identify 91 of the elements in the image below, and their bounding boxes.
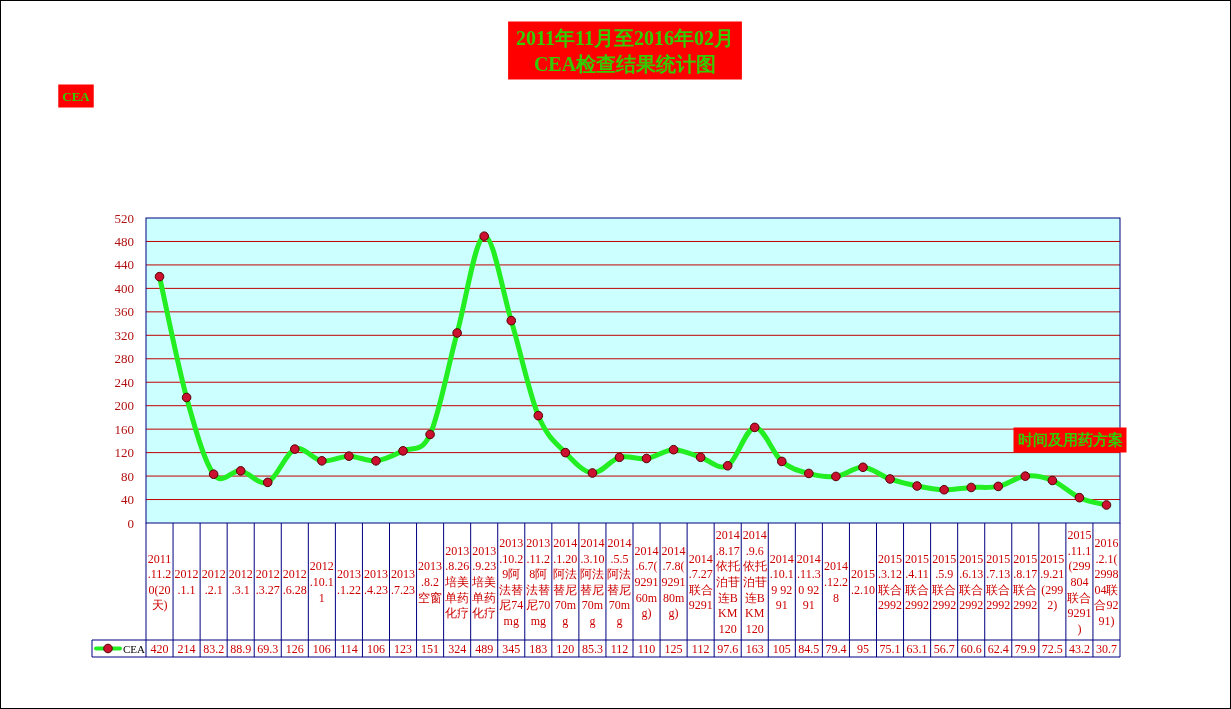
x-tick-label: 2014.10.19 9291: [769, 551, 794, 613]
y-tick-label: 160: [114, 421, 134, 437]
data-label: 214: [177, 641, 196, 656]
x-tick-label: 2014.5.5阿法替尼70mg: [607, 536, 632, 628]
x-tick-label: 2012.1.1: [174, 567, 199, 597]
x-axis-title: 时间及用药方案: [1017, 431, 1123, 448]
data-label: 63.1: [906, 641, 928, 656]
x-tick-label: 2012.6.28: [282, 567, 307, 597]
data-label: 345: [502, 641, 521, 656]
y-tick-label: 120: [114, 445, 134, 461]
x-tick-label: 2013.11.28阿法替尼70mg: [526, 536, 551, 628]
x-tick-label: 2012.3.1: [228, 567, 253, 597]
x-tick-label: 2014.9.6依托泊苷连BKM120: [742, 528, 767, 636]
chart-title: 2011年11月至2016年02月: [516, 26, 734, 49]
y-tick-label: 320: [114, 327, 134, 343]
data-label: 106: [366, 641, 385, 656]
data-label: 489: [475, 641, 494, 656]
x-tick-label: 2015.8.17联合2992: [1013, 551, 1038, 613]
data-label: 75.1: [879, 641, 901, 656]
x-tick-label: 2014.11.30 9291: [796, 551, 821, 613]
x-tick-label: 2011.11.20(20天): [147, 551, 172, 613]
data-label: 84.5: [798, 641, 820, 656]
y-tick-label: 360: [114, 304, 134, 320]
y-tick-label: 400: [114, 280, 134, 296]
data-label: 114: [340, 641, 358, 656]
x-tick-label: 2015.6.13联合2992: [959, 551, 984, 613]
data-label: 43.2: [1068, 641, 1090, 656]
x-tick-label: 2013.8.2空窗: [418, 559, 443, 605]
y-tick-label: 280: [114, 351, 134, 367]
y-tick-label: 0: [127, 515, 134, 531]
data-label: 151: [421, 641, 440, 656]
data-label: 97.6: [717, 641, 739, 656]
x-tick-label: 2014.7.8(9291 80mg): [661, 543, 686, 621]
legend-label: CEA: [123, 642, 146, 655]
x-tick-label: 2014.7.27联合9291: [688, 551, 713, 613]
data-label: 62.4: [987, 641, 1009, 656]
x-tick-label: 2013.8.26培美单药化疗: [444, 543, 470, 621]
data-label: 83.2: [203, 641, 225, 656]
data-label: 88.9: [230, 641, 252, 656]
x-tick-label: 2015.11.1(299804联合9291): [1067, 528, 1092, 636]
x-tick-label: 2014.12.28: [823, 559, 848, 605]
x-tick-label: 2013.7.23: [391, 567, 416, 597]
x-tick-label: 2015.9.21(2992): [1040, 551, 1065, 613]
data-label: 125: [664, 641, 683, 656]
x-tick-label: 2015.2.10: [850, 567, 875, 597]
x-tick-label: 2014.8.17依托泊苷连BKM120: [715, 528, 740, 636]
data-label: 163: [745, 641, 764, 656]
chart-subtitle: CEA检查结果统计图: [533, 52, 717, 75]
x-tick-label: 2012.10.11: [309, 559, 334, 605]
data-label: 183: [529, 641, 548, 656]
data-label: 95: [856, 641, 869, 656]
x-tick-label: 2014.1.20阿法替尼70mg: [553, 536, 578, 628]
data-label: 110: [637, 641, 656, 656]
x-tick-label: 2014.6.7(9291 60mg): [634, 543, 659, 621]
x-tick-label: 2015.7.13联合2992: [986, 551, 1011, 613]
x-tick-label: 2013.4.23: [363, 567, 388, 597]
x-tick-label: 2015.4.11联合2992: [905, 551, 930, 613]
data-label: 69.3: [257, 641, 279, 656]
x-tick-label: 2016.2.1(299804联合9291): [1094, 536, 1119, 628]
x-tick-label: 2012.3.27: [255, 567, 280, 597]
y-tick-label: 200: [114, 398, 134, 414]
x-tick-label: 2013.10.29阿法替尼74mg: [499, 536, 524, 628]
data-label: 112: [610, 641, 629, 656]
y-tick-label: 520: [114, 210, 134, 226]
x-tick-label: 2013.1.22: [336, 567, 361, 597]
x-tick-label: 2015.3.12联合2992: [878, 551, 903, 613]
x-tick-label: 2013.9.23培美单药化疗: [471, 543, 497, 621]
text: CEA: [62, 88, 91, 104]
x-tick-label: 2012.2.1: [201, 567, 226, 597]
data-label: 79.9: [1014, 641, 1036, 656]
data-label: 324: [448, 641, 467, 656]
data-label: 79.4: [825, 641, 847, 656]
data-label: 123: [394, 641, 413, 656]
y-tick-label: 80: [121, 468, 134, 484]
data-label: 120: [556, 641, 575, 656]
x-tick-label: 2014.3.10阿法替尼70mg: [580, 536, 605, 628]
data-label: 30.7: [1095, 641, 1117, 656]
y-tick-label: 240: [114, 374, 134, 390]
data-label: 105: [772, 641, 791, 656]
data-label: 420: [150, 641, 169, 656]
x-tick-label: 2015.5.9联合2992: [932, 551, 957, 613]
data-label: 85.3: [581, 641, 603, 656]
y-tick-label: 440: [114, 257, 134, 273]
data-label: 56.7: [933, 641, 955, 656]
data-label: 112: [691, 641, 710, 656]
data-label: 106: [312, 641, 331, 656]
y-tick-label: 40: [121, 492, 134, 508]
data-label: 126: [285, 641, 304, 656]
data-label: 60.6: [960, 641, 982, 656]
data-label: 72.5: [1041, 641, 1063, 656]
y-tick-label: 480: [114, 233, 134, 249]
